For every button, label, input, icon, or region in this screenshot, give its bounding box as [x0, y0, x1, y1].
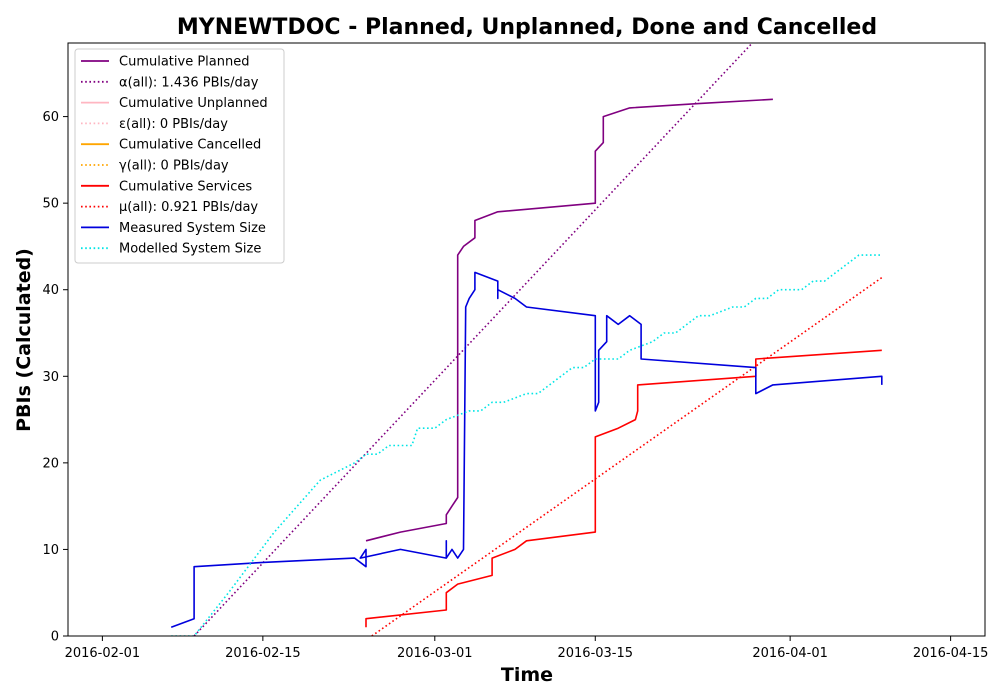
x-tick-label: 2016-03-01	[397, 646, 473, 661]
series-all-0-921-pbis-day-line	[372, 278, 882, 636]
y-tick-label: 10	[42, 543, 59, 558]
x-tick-label: 2016-02-15	[225, 646, 301, 661]
series-cumulative-planned-line	[366, 99, 773, 541]
x-tick-label: 2016-04-01	[752, 646, 828, 661]
y-axis-label: PBIs (Calculated)	[13, 248, 35, 432]
legend-label: ε(all): 0 PBIs/day	[119, 117, 228, 132]
x-axis: 2016-02-01 2016-02-15 2016-03-01 2016-03-15…	[65, 636, 989, 661]
y-tick-label: 40	[42, 283, 59, 298]
series-modelled-system-size-line	[171, 255, 882, 636]
legend-label: μ(all): 0.921 PBIs/day	[119, 200, 258, 215]
series-cumulative-services-line	[366, 350, 882, 627]
legend-label: α(all): 1.436 PBIs/day	[119, 75, 259, 90]
x-tick-label: 2016-03-15	[557, 646, 633, 661]
series-measured-system-size-line	[171, 272, 882, 627]
y-axis: 0 10 20 30 40 50 60	[42, 110, 68, 644]
legend-label: Cumulative Cancelled	[119, 138, 261, 153]
y-tick-label: 20	[42, 456, 59, 471]
x-tick-label: 2016-04-15	[913, 646, 989, 661]
legend-label: Measured System Size	[119, 221, 266, 236]
y-tick-label: 50	[42, 197, 59, 212]
x-tick-label: 2016-02-01	[65, 646, 141, 661]
legend-label: Modelled System Size	[119, 242, 261, 257]
y-tick-label: 0	[51, 630, 59, 645]
legend-label: γ(all): 0 PBIs/day	[119, 159, 229, 174]
legend-label: Cumulative Planned	[119, 55, 249, 70]
chart-title: MYNEWTDOC - Planned, Unplanned, Done and…	[177, 15, 877, 40]
legend-label: Cumulative Unplanned	[119, 96, 268, 111]
y-tick-label: 30	[42, 370, 59, 385]
legend: Cumulative Planned α(all): 1.436 PBIs/day…	[75, 49, 284, 263]
legend-label: Cumulative Services	[119, 179, 252, 194]
y-tick-label: 60	[42, 110, 59, 125]
x-axis-label: Time	[501, 664, 553, 686]
